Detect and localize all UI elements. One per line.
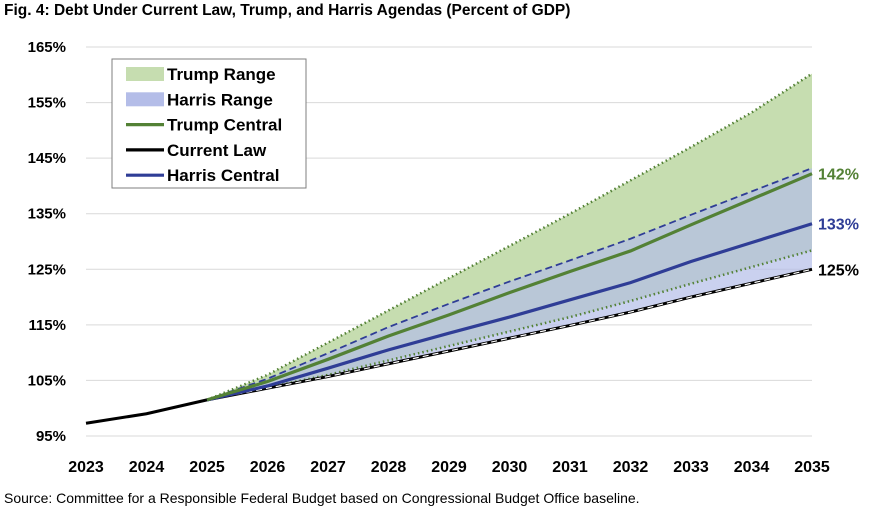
x-tick-label: 2023 <box>68 459 104 476</box>
x-tick-label: 2029 <box>431 459 467 476</box>
x-tick-label: 2026 <box>250 459 286 476</box>
y-tick-label: 135% <box>28 206 66 223</box>
x-axis-ticks: 2023 2024 2025 2026 2027 2028 2029 2030 2031 2032… <box>68 459 830 476</box>
y-tick-label: 155% <box>28 95 66 112</box>
end-labels: 142% 133% 125% <box>818 167 859 280</box>
y-tick-label: 95% <box>36 428 66 445</box>
legend-swatch <box>126 92 164 107</box>
legend-swatch <box>126 67 164 81</box>
x-tick-label: 2031 <box>552 459 588 476</box>
legend-item-label: Harris Central <box>167 166 279 185</box>
chart-title: Fig. 4: Debt Under Current Law, Trump, a… <box>4 2 571 19</box>
legend-item-label: Current Law <box>167 141 267 160</box>
end-label: 133% <box>818 217 859 234</box>
y-axis-ticks: 95% 105% 115% 125% 135% 145% 155% 165% <box>28 39 66 445</box>
x-tick-label: 2025 <box>189 459 225 476</box>
harris-range-area <box>207 168 812 400</box>
trump-range-low-line <box>206 249 813 402</box>
harris-range-high-line <box>206 167 813 401</box>
x-tick-label: 2035 <box>794 459 830 476</box>
y-tick-label: 165% <box>28 39 66 56</box>
x-tick-label: 2028 <box>371 459 407 476</box>
legend-item-label: Trump Central <box>167 116 282 135</box>
y-tick-label: 105% <box>28 372 66 389</box>
x-tick-label: 2032 <box>613 459 649 476</box>
x-tick-label: 2024 <box>129 459 165 476</box>
end-label: 125% <box>818 262 859 279</box>
range-areas <box>206 72 813 402</box>
series-lines <box>85 172 813 425</box>
y-tick-label: 125% <box>28 261 66 278</box>
y-tick-label: 145% <box>28 150 66 167</box>
legend-item-label: Trump Range <box>167 65 276 84</box>
x-tick-label: 2034 <box>734 459 770 476</box>
legend: Trump Range Harris Range Trump Central Curr… <box>111 58 307 189</box>
x-tick-label: 2030 <box>492 459 528 476</box>
source-note: Source: Committee for a Responsible Fede… <box>4 490 640 506</box>
legend-item-label: Harris Range <box>167 90 273 109</box>
x-tick-label: 2033 <box>673 459 709 476</box>
harris-central-line <box>206 222 813 402</box>
debt-chart: 95% 105% 115% 125% 135% 145% 155% 165% 2023 2024… <box>28 39 859 476</box>
y-tick-label: 115% <box>28 317 66 334</box>
x-tick-label: 2027 <box>310 459 346 476</box>
trump-central-line <box>206 172 813 402</box>
harris-range-low-line <box>206 268 813 401</box>
end-label: 142% <box>818 167 859 184</box>
